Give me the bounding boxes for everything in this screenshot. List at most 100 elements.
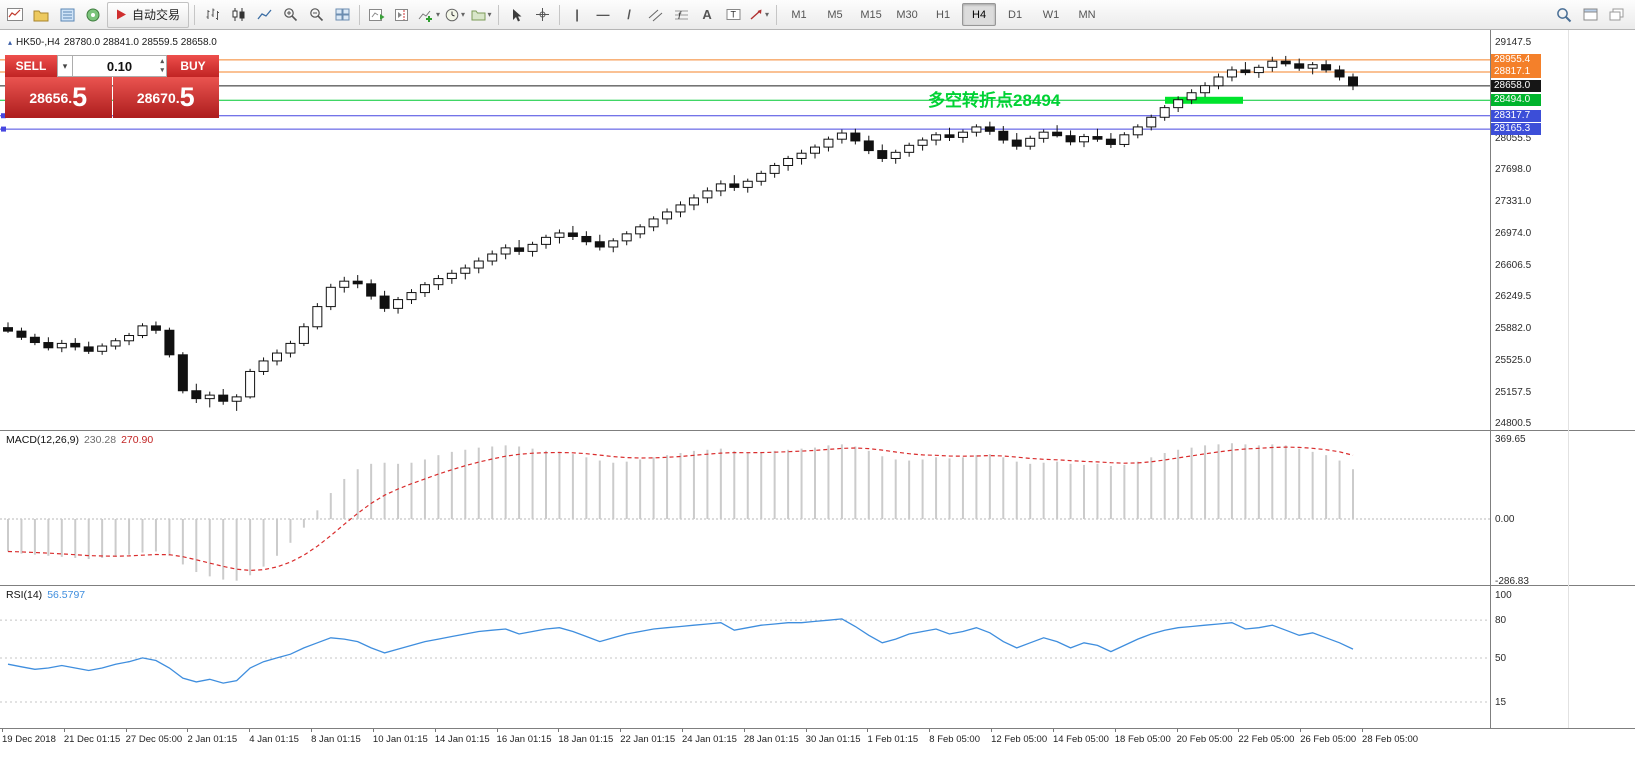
price-axis-label: 28055.5: [1495, 132, 1532, 144]
timeframe-M1[interactable]: M1: [791, 8, 807, 21]
time-axis-tick: [867, 729, 869, 732]
toolbar-separator: [359, 4, 361, 25]
time-axis-tick: [743, 729, 745, 732]
panel-separator[interactable]: [0, 430, 1635, 431]
arrows-icon[interactable]: ▾: [747, 2, 771, 28]
time-axis-label: 2 Jan 01:15: [187, 734, 238, 745]
time-axis-tick: [1238, 729, 1240, 732]
timeframe-MN[interactable]: MN: [1078, 8, 1096, 21]
time-axis-label: 14 Jan 01:15: [434, 734, 490, 745]
volume-value: 0.10: [106, 58, 133, 74]
fibonacci-icon[interactable]: f: [669, 2, 693, 28]
spinner-up-icon[interactable]: ▴: [160, 58, 164, 65]
buy-price-big-digit: 5: [179, 82, 195, 112]
candlestick-chart-icon[interactable]: [226, 2, 250, 28]
auto-scroll-icon[interactable]: [365, 2, 389, 28]
price-axis-label: 26974.0: [1495, 227, 1532, 239]
channel-icon[interactable]: [643, 2, 667, 28]
sell-price-button[interactable]: 28656. 5: [5, 77, 112, 118]
cascade-windows-icon[interactable]: [1604, 2, 1628, 28]
time-axis-label: 8 Feb 05:00: [929, 734, 981, 745]
zoom-in-icon[interactable]: [278, 2, 302, 28]
market-watch-icon[interactable]: [55, 2, 79, 28]
timeframe-M5[interactable]: M5: [827, 8, 843, 21]
time-axis-label: 24 Jan 01:15: [682, 734, 737, 745]
rsi-indicator-label: RSI(14) 56.5797: [6, 589, 85, 601]
chevron-down-icon: ▾: [62, 60, 68, 71]
svg-text:T: T: [730, 10, 736, 20]
auto-trading-button[interactable]: 自动交易: [107, 1, 190, 28]
macd-indicator-label: MACD(12,26,9) 230.28 270.90: [6, 434, 153, 446]
trendline-icon[interactable]: /: [617, 2, 641, 28]
price-axis-label: 26249.5: [1495, 291, 1532, 302]
time-axis-tick: [1362, 729, 1364, 732]
tile-windows-icon[interactable]: [330, 2, 354, 28]
symbol-ohlc-label: ▴ HK50-,H4 28780.0 28841.0 28559.5 28658…: [8, 37, 217, 48]
search-icon[interactable]: [1552, 2, 1576, 28]
time-axis-tick: [372, 729, 374, 732]
time-axis-label: 10 Jan 01:15: [372, 734, 428, 745]
rsi-axis-label: 15: [1495, 696, 1507, 708]
rsi-axis-label: 80: [1495, 615, 1507, 627]
symbol-name: HK50-,H4: [16, 37, 60, 48]
time-axis-tick: [558, 729, 560, 732]
time-axis-tick: [125, 729, 127, 732]
text-icon[interactable]: A: [695, 2, 719, 28]
time-axis-label: 27 Dec 05:00: [125, 734, 183, 745]
rsi-axis-label: 50: [1495, 652, 1507, 664]
text-label-icon[interactable]: T: [721, 2, 745, 28]
time-axis-label: 19 Dec 2018: [2, 734, 56, 745]
timeframe-M30[interactable]: M30: [896, 8, 918, 21]
time-axis-tick: [311, 729, 313, 732]
panel-separator[interactable]: [0, 585, 1635, 586]
periods-icon[interactable]: ▾: [443, 2, 467, 28]
rsi-canvas[interactable]: [0, 586, 1490, 728]
buy-button[interactable]: BUY: [167, 55, 219, 77]
timeframe-W1[interactable]: W1: [1042, 8, 1060, 21]
time-axis-label: 22 Jan 01:15: [620, 734, 676, 745]
time-axis-label: 30 Jan 01:15: [805, 734, 861, 745]
line-chart-icon[interactable]: [252, 2, 276, 28]
vertical-line-icon[interactable]: |: [565, 2, 589, 28]
price-axis[interactable]: 29147.5 28055.5 27698.0 27331.0 26974.0 26606…: [1491, 30, 1635, 748]
sell-button[interactable]: SELL: [5, 55, 57, 77]
time-axis-label: 21 Dec 01:15: [63, 734, 121, 745]
time-axis-label: 8 Jan 01:15: [311, 734, 361, 745]
buy-price-button[interactable]: 28670. 5: [112, 77, 219, 118]
templates-icon[interactable]: ▾: [469, 2, 493, 28]
bar-chart-icon[interactable]: [200, 2, 224, 28]
time-axis[interactable]: 19 Dec 2018 21 Dec 01:15 27 Dec 05:00 2 Jan…: [0, 728, 1635, 749]
timeframe-H4[interactable]: H4: [962, 3, 997, 26]
navigator-icon[interactable]: [81, 2, 105, 28]
time-axis-label: 12 Feb 05:00: [991, 734, 1048, 745]
crosshair-icon[interactable]: [530, 2, 554, 28]
time-axis-tick: [1176, 729, 1178, 732]
horizontal-line-icon[interactable]: —: [591, 2, 615, 28]
volume-input[interactable]: 0.10 ▴ ▾: [73, 55, 167, 77]
volume-dropdown-button[interactable]: ▾: [57, 55, 73, 77]
timeframe-M15[interactable]: M15: [860, 8, 882, 21]
indicators-icon[interactable]: ▾: [417, 2, 441, 28]
timeframe-H1[interactable]: H1: [936, 8, 951, 21]
toolbar-separator: [498, 4, 500, 25]
time-axis-tick: [496, 729, 498, 732]
rsi-axis-label: 100: [1495, 590, 1512, 601]
chart-shift-icon[interactable]: [391, 2, 415, 28]
new-chart-icon[interactable]: [3, 2, 27, 28]
profiles-icon[interactable]: [29, 2, 53, 28]
cursor-icon[interactable]: [504, 2, 528, 28]
price-level-badge: 28494.0: [1491, 94, 1541, 107]
time-axis-label: 18 Jan 01:15: [558, 734, 614, 745]
price-axis-border: [1490, 30, 1491, 748]
timeframe-D1[interactable]: D1: [1008, 8, 1023, 21]
macd-canvas[interactable]: [0, 431, 1490, 585]
price-chart-canvas[interactable]: [0, 30, 1490, 430]
ohlc-values: 28780.0 28841.0 28559.5 28658.0: [63, 37, 217, 48]
price-level-badge: 28658.0: [1491, 79, 1541, 92]
spinner-down-icon[interactable]: ▾: [160, 67, 164, 74]
new-window-icon[interactable]: [1578, 2, 1602, 28]
chevron-down-icon: ▾: [436, 10, 441, 19]
zoom-out-icon[interactable]: [304, 2, 328, 28]
volume-spinner[interactable]: ▴ ▾: [160, 57, 164, 75]
